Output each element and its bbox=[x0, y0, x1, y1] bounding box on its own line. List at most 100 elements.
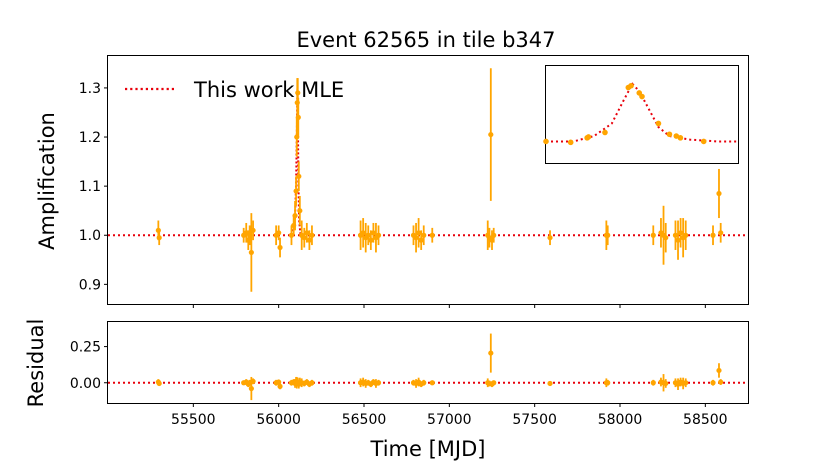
data-point bbox=[276, 230, 282, 236]
main-marks bbox=[108, 68, 748, 292]
data-point bbox=[718, 230, 724, 236]
inset-data-point bbox=[628, 82, 634, 89]
data-point bbox=[306, 237, 312, 243]
residual-marks bbox=[108, 333, 748, 401]
inset-data-point bbox=[585, 134, 592, 140]
residual-y-tick-label: 0.00 bbox=[70, 376, 101, 392]
data-point bbox=[672, 232, 679, 238]
x-tick-label: 58500 bbox=[683, 412, 728, 428]
inset-data-point bbox=[543, 138, 549, 145]
data-point bbox=[304, 230, 310, 236]
x-tick-label: 58000 bbox=[598, 412, 643, 428]
inset-background bbox=[545, 65, 739, 164]
residual-point bbox=[276, 379, 282, 385]
data-point bbox=[288, 232, 295, 238]
main-y-ticks: 0.9 1.0 1.1 1.2 1.3 bbox=[79, 81, 108, 293]
inset-data-point bbox=[655, 120, 662, 127]
data-point bbox=[416, 230, 422, 236]
y-tick-label: 1.3 bbox=[79, 81, 101, 97]
data-point bbox=[301, 235, 307, 241]
data-point bbox=[360, 230, 366, 236]
residual-panel: 0.000.25 55500 56000 56500 57000 57500 58000 5… bbox=[24, 319, 749, 428]
chart-title: Event 62565 in tile b347 bbox=[296, 28, 555, 52]
residual-point bbox=[309, 380, 315, 386]
y-tick-label: 0.9 bbox=[79, 277, 101, 293]
inset-data-point bbox=[639, 93, 645, 100]
residual-y-axis-label: Residual bbox=[24, 319, 48, 408]
inset-data-point bbox=[677, 135, 684, 141]
data-point bbox=[309, 232, 315, 238]
inset-data-point bbox=[666, 131, 673, 138]
residual-point bbox=[710, 380, 716, 386]
y-tick-label: 1.0 bbox=[79, 228, 101, 244]
inset-panel bbox=[543, 65, 739, 164]
data-point bbox=[375, 232, 382, 238]
data-point bbox=[683, 232, 689, 238]
residual-point bbox=[491, 380, 497, 386]
residual-point bbox=[488, 350, 494, 356]
data-point bbox=[297, 208, 303, 214]
data-point bbox=[418, 237, 424, 243]
main-x-ticks bbox=[192, 304, 706, 308]
residual-y-tick-label: 0.25 bbox=[70, 340, 101, 356]
data-point bbox=[248, 249, 254, 256]
residual-point bbox=[277, 383, 283, 389]
data-point bbox=[295, 114, 301, 120]
y-tick-label: 1.1 bbox=[79, 179, 101, 195]
data-point bbox=[277, 244, 283, 251]
x-tick-label: 56500 bbox=[342, 412, 387, 428]
data-point bbox=[295, 90, 301, 96]
data-point bbox=[296, 173, 302, 179]
data-point bbox=[663, 235, 669, 241]
data-point bbox=[293, 188, 299, 194]
residual-point bbox=[156, 380, 162, 387]
x-tick-label: 56000 bbox=[256, 412, 301, 428]
data-point bbox=[488, 131, 494, 138]
residual-x-ticks: 55500 56000 56500 57000 57500 58000 58500 bbox=[171, 403, 728, 428]
residual-point bbox=[718, 379, 724, 385]
residual-point bbox=[429, 380, 435, 386]
data-point bbox=[365, 232, 371, 238]
y-tick-label: 1.2 bbox=[79, 130, 101, 146]
residual-point bbox=[683, 380, 689, 386]
data-point bbox=[491, 232, 497, 238]
data-point bbox=[675, 237, 681, 243]
inset-data-point bbox=[700, 138, 707, 145]
inset-data-point bbox=[567, 139, 574, 146]
data-point bbox=[710, 232, 716, 238]
data-point bbox=[650, 232, 656, 238]
residual-point bbox=[663, 380, 669, 387]
residual-axes-frame bbox=[107, 321, 749, 404]
residual-point bbox=[605, 380, 611, 386]
residual-point bbox=[716, 367, 722, 374]
x-tick-label: 57000 bbox=[427, 412, 472, 428]
residual-y-ticks: 0.00 0.25 bbox=[70, 340, 108, 392]
data-point bbox=[547, 235, 553, 241]
residual-point bbox=[250, 378, 256, 384]
data-point bbox=[677, 230, 684, 236]
residual-point bbox=[375, 380, 382, 386]
data-point bbox=[421, 232, 427, 238]
inset-data-point bbox=[602, 129, 608, 136]
data-point bbox=[156, 235, 162, 241]
legend-model-label: This work MLE bbox=[193, 78, 344, 102]
main-panel: 0.9 1.0 1.1 1.2 1.3 Amplification This work … bbox=[35, 55, 749, 308]
data-point bbox=[368, 237, 374, 243]
data-point bbox=[413, 235, 419, 241]
inset-model-line bbox=[546, 82, 738, 143]
legend: This work MLE bbox=[125, 78, 344, 102]
main-axes-frame bbox=[107, 55, 749, 305]
residual-point bbox=[650, 380, 656, 386]
data-point bbox=[370, 230, 376, 236]
main-y-axis-label: Amplification bbox=[35, 112, 59, 250]
residual-point bbox=[547, 380, 553, 387]
x-axis-label: Time [MJD] bbox=[370, 437, 486, 461]
x-tick-label: 57500 bbox=[512, 412, 557, 428]
data-point bbox=[605, 232, 611, 238]
data-point bbox=[429, 232, 435, 238]
residual-point bbox=[248, 385, 254, 392]
x-tick-label: 55500 bbox=[171, 412, 216, 428]
data-point bbox=[292, 213, 298, 219]
inset-marks bbox=[543, 82, 738, 146]
